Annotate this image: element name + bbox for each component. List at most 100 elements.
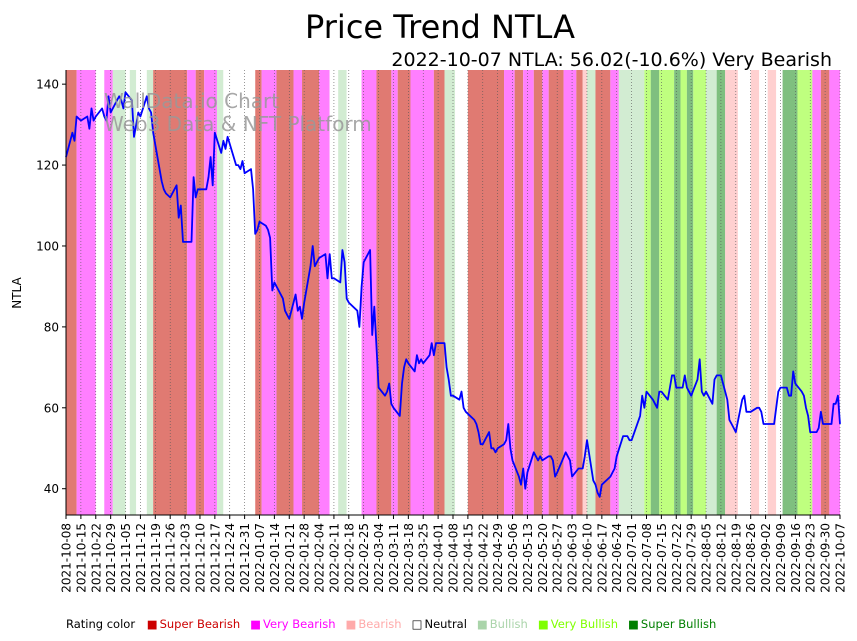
x-tick-label: 2021-11-05 <box>119 523 133 593</box>
watermark-line-1: WallData.io Chart <box>104 89 279 113</box>
legend-swatch: ■ <box>628 617 639 631</box>
x-tick-label: 2022-04-22 <box>476 523 490 593</box>
x-tick-label: 2022-05-27 <box>551 523 565 593</box>
legend-label: Very Bearish <box>263 617 336 631</box>
rating-band-super_bearish <box>467 70 505 515</box>
rating-band-very_bullish <box>659 70 675 515</box>
rating-band-neutral <box>737 70 751 515</box>
rating-band-neutral <box>223 70 256 515</box>
x-tick-label: 2022-07-01 <box>625 523 639 593</box>
rating-band-neutral <box>776 70 783 515</box>
x-tick-label: 2022-05-13 <box>521 523 535 593</box>
legend-label: Super Bullish <box>640 617 717 631</box>
rating-band-neutral <box>136 70 147 515</box>
rating-band-super_bearish <box>66 70 77 515</box>
x-tick-label: 2022-01-21 <box>283 523 297 593</box>
rating-band-bullish <box>112 70 126 515</box>
rating-bands <box>66 70 840 515</box>
rating-band-super_bearish <box>548 70 564 515</box>
rating-band-bullish <box>444 70 456 515</box>
rating-band-bullish <box>706 70 717 515</box>
legend-swatch: ■ <box>476 617 488 631</box>
rating-band-bullish <box>618 70 632 515</box>
y-axis-label: NTLA <box>10 276 24 308</box>
rating-band-very_bullish <box>693 70 707 515</box>
y-tick-label: 60 <box>44 401 59 415</box>
x-tick-label: 2021-10-22 <box>89 523 103 593</box>
x-tick-label: 2022-07-08 <box>640 523 654 593</box>
legend-swatch: ■ <box>345 617 357 631</box>
legend-swatch: ■ <box>146 617 158 631</box>
x-tick-label: 2022-01-07 <box>253 523 267 593</box>
legend-swatch: ■ <box>250 617 262 631</box>
rating-band-very_bearish <box>542 70 549 515</box>
rating-band-bullish <box>129 70 137 515</box>
x-tick-label: 2022-09-02 <box>759 523 773 593</box>
x-tick-label: 2021-11-12 <box>134 523 148 593</box>
x-tick-label: 2021-11-19 <box>149 523 163 593</box>
x-tick-label: 2022-08-19 <box>729 523 743 593</box>
x-tick-label: 2022-06-10 <box>580 523 594 593</box>
x-tick-label: 2021-10-15 <box>74 523 88 593</box>
x-tick-label: 2022-07-22 <box>670 523 684 593</box>
y-tick-label: 140 <box>36 78 59 92</box>
rating-band-super_bearish <box>302 70 320 515</box>
x-tick-label: 2021-10-08 <box>60 523 74 593</box>
x-tick-label: 2022-02-25 <box>357 523 371 593</box>
legend-label: Bullish <box>489 617 528 631</box>
watermark-line-2: Web3 Data & NFT Platform <box>104 112 372 136</box>
x-tick-label: 2022-01-28 <box>298 523 312 593</box>
price-series <box>65 91 841 498</box>
x-tick-label: 2022-09-30 <box>819 523 833 593</box>
legend-swatch: ■ <box>537 617 549 631</box>
x-tick-label: 2022-03-18 <box>402 523 416 593</box>
x-tick-label: 2021-10-29 <box>104 523 118 593</box>
legend-item-super_bullish: ■ Super Bullish <box>628 617 718 631</box>
rating-band-very_bearish <box>76 70 96 515</box>
legend-label: Neutral <box>424 617 467 631</box>
rating-band-bullish <box>631 70 645 515</box>
chart-subtitle: 2022-10-07 NTLA: 56.02(-10.6%) Very Bear… <box>391 49 832 71</box>
x-axis-ticks: 2021-10-08 2021-10-15 2021-10-22 2021-10-29… <box>60 515 848 593</box>
x-tick-label: 2022-03-11 <box>387 523 401 593</box>
legend-label: Bearish <box>358 617 402 631</box>
x-tick-label: 2022-06-24 <box>610 523 624 593</box>
y-tick-label: 40 <box>44 482 59 496</box>
rating-band-bearish <box>750 70 760 515</box>
rating-band-very_bearish <box>504 70 515 515</box>
legend-item-bullish: ■ Bullish <box>477 617 530 631</box>
x-tick-label: 2022-07-15 <box>655 523 669 593</box>
rating-band-super_bearish <box>533 70 543 515</box>
legend-item-bearish: ■ Bearish <box>346 617 404 631</box>
x-tick-label: 2022-06-17 <box>595 523 609 593</box>
x-tick-label: 2022-10-07 <box>834 523 848 593</box>
legend-label: Super Bearish <box>159 617 241 631</box>
x-tick-label: 2021-11-26 <box>164 523 178 593</box>
rating-band-super_bullish <box>686 70 694 515</box>
rating-band-bullish <box>338 70 347 515</box>
rating-band-very_bearish <box>361 70 377 515</box>
x-tick-label: 2022-08-26 <box>744 523 758 593</box>
rating-band-bearish <box>582 70 587 515</box>
rating-band-very_bearish <box>523 70 534 515</box>
rating-band-very_bearish <box>610 70 619 515</box>
rating-band-very_bearish <box>187 70 196 515</box>
x-tick-label: 2022-01-14 <box>268 523 282 593</box>
rating-band-very_bearish <box>829 70 840 515</box>
legend-title: Rating color <box>66 617 136 631</box>
rating-band-very_bullish <box>680 70 687 515</box>
x-tick-label: 2022-04-08 <box>447 523 461 593</box>
legend-item-neutral: □ Neutral <box>412 617 469 631</box>
rating-band-super_bullish <box>674 70 681 515</box>
rating-band-bullish <box>586 70 596 515</box>
rating-band-very_bearish <box>410 70 434 515</box>
legend-item-super_bearish: ■ Super Bearish <box>147 617 242 631</box>
rating-band-very_bullish <box>644 70 651 515</box>
x-tick-label: 2022-04-01 <box>432 523 446 593</box>
x-tick-label: 2022-02-11 <box>327 523 341 593</box>
legend-item-very_bearish: ■ Very Bearish <box>250 617 337 631</box>
x-tick-label: 2022-05-20 <box>536 523 550 593</box>
rating-band-super_bearish <box>376 70 392 515</box>
rating-band-bearish <box>767 70 777 515</box>
